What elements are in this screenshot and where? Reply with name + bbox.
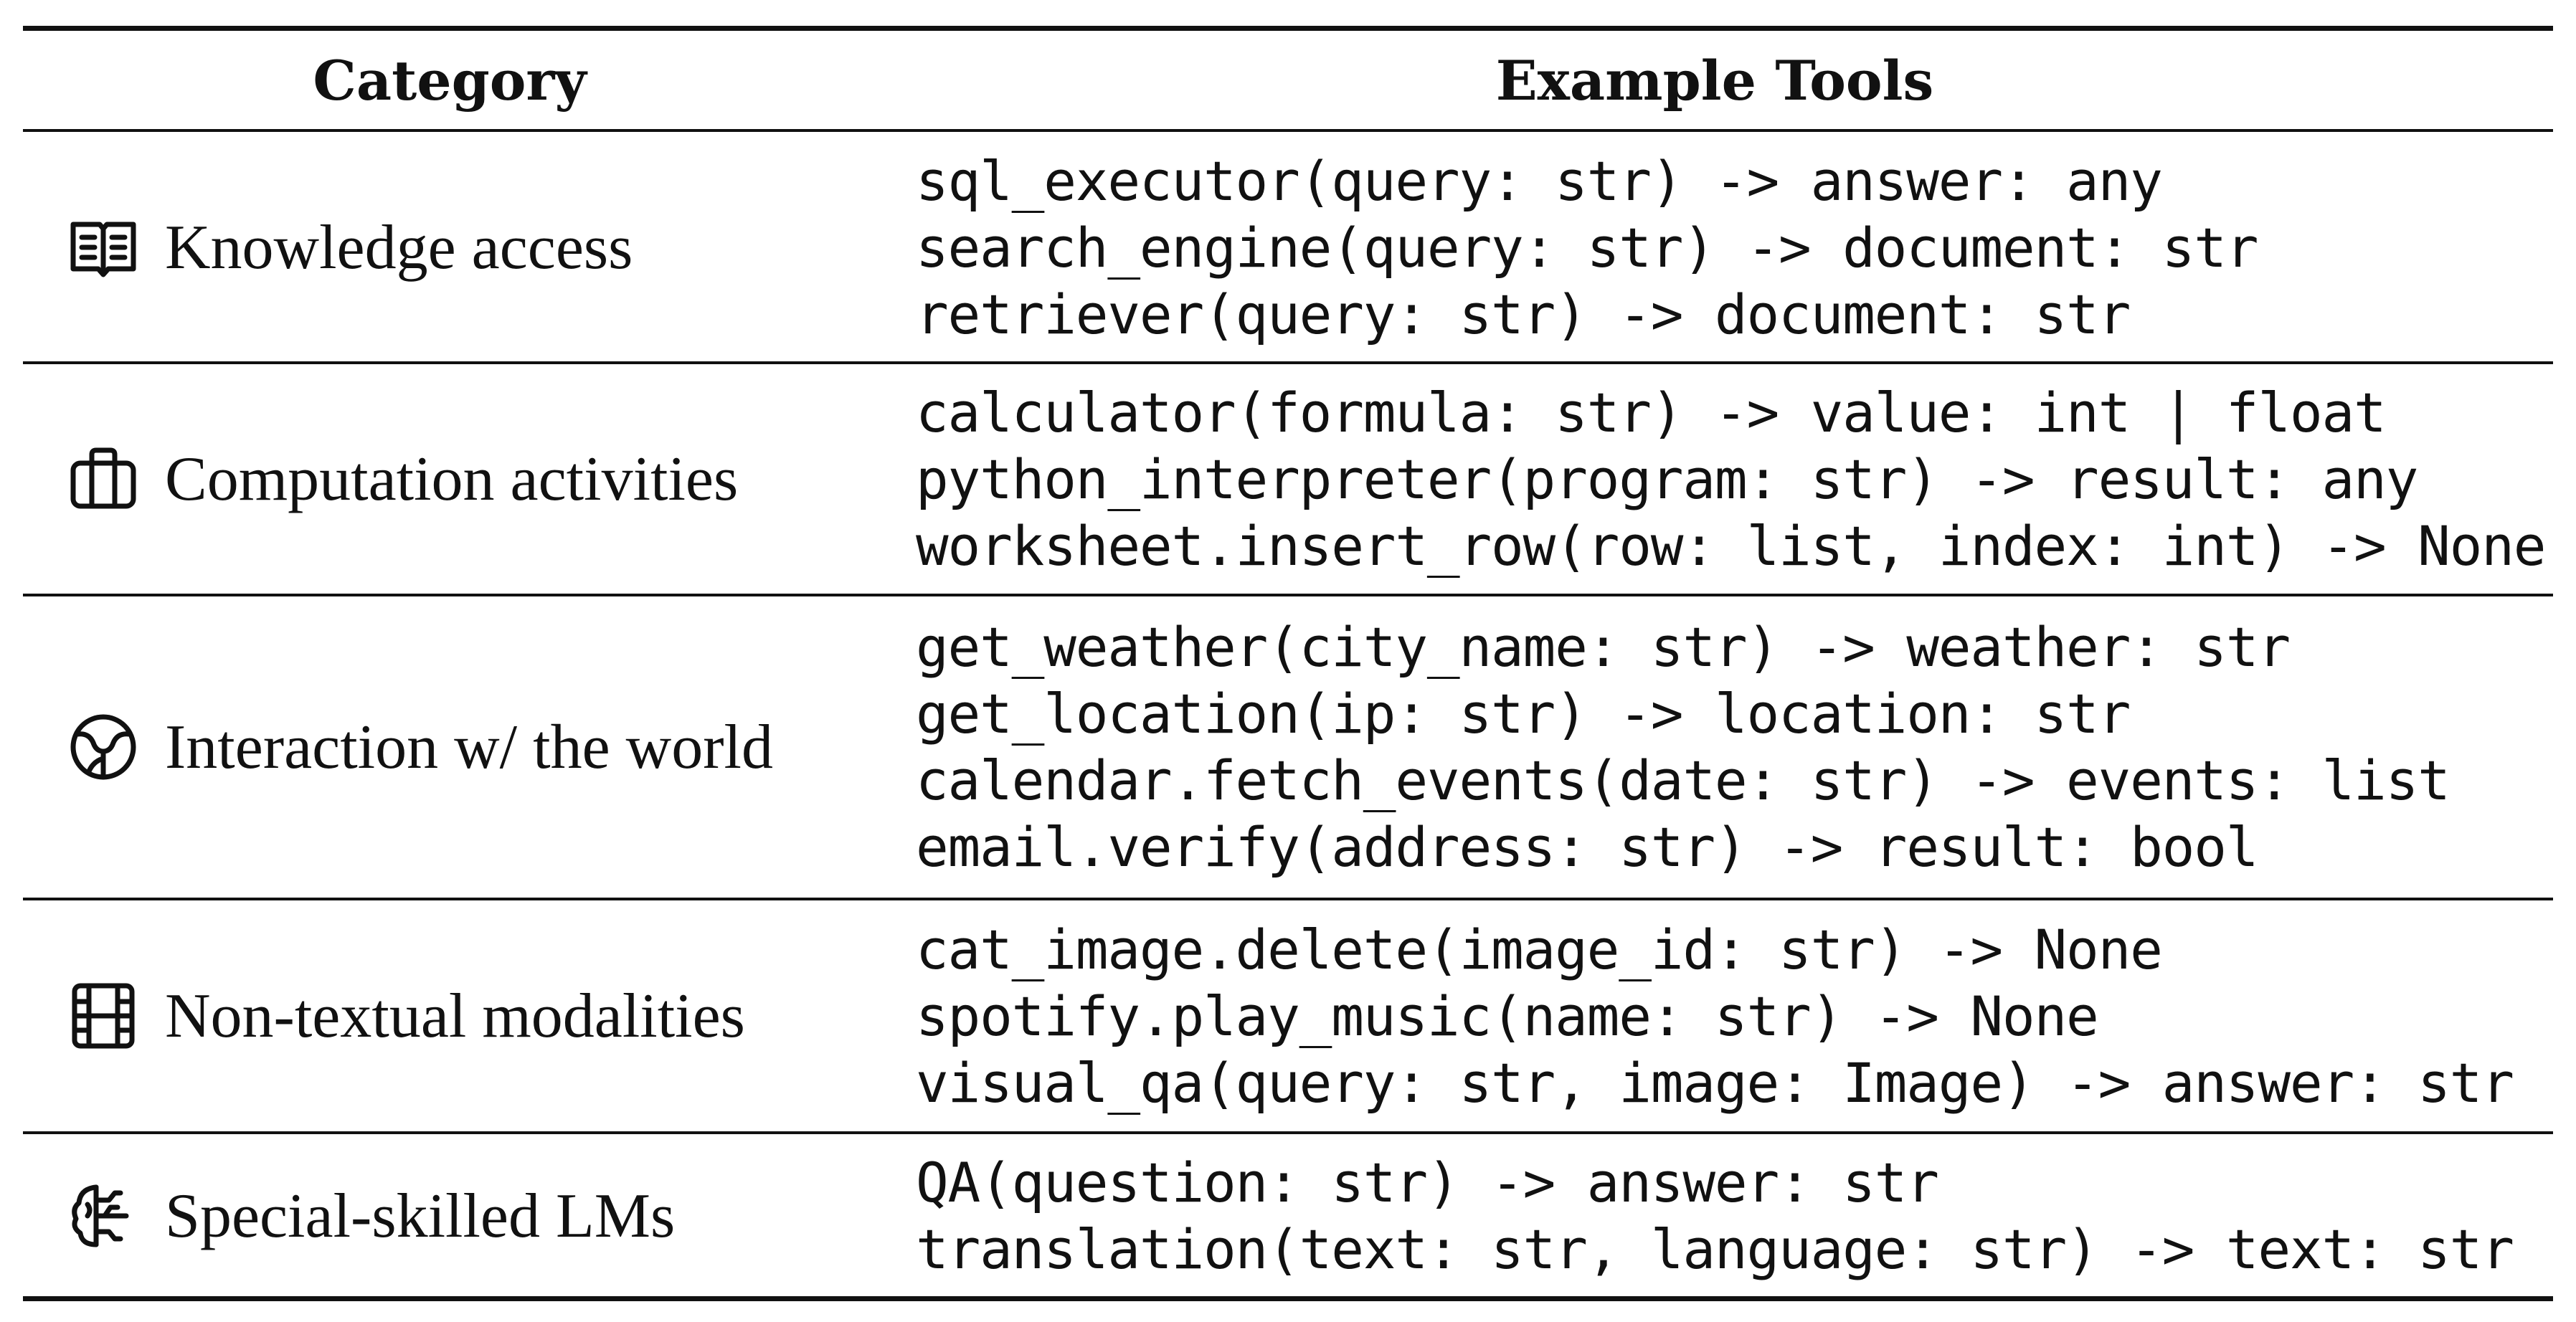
category-cell: Computation activities (66, 364, 738, 594)
table-row: Interaction w/ the world get_weather(cit… (23, 596, 2553, 898)
tool-signature: worksheet.insert_row(row: list, index: i… (916, 513, 2547, 578)
category-cell: Interaction w/ the world (66, 596, 773, 898)
tool-signature: python_interpreter(program: str) -> resu… (916, 447, 2418, 511)
tool-signature: get_location(ip: str) -> location: str (916, 682, 2131, 746)
tool-signature: translation(text: str, language: str) ->… (916, 1217, 2514, 1281)
tool-signature: calculator(formula: str) -> value: int |… (916, 380, 2387, 444)
category-label: Computation activities (165, 444, 739, 514)
tool-signature: email.verify(address: str) -> result: bo… (916, 815, 2259, 879)
tool-signature: calendar.fetch_events(date: str) -> even… (916, 748, 2450, 812)
globe-icon (66, 710, 141, 784)
table-row: Special-skilled LMs QA(question: str) ->… (23, 1134, 2553, 1298)
tools-cell: cat_image.delete(image_id: str) -> None … (916, 900, 2514, 1131)
tool-signature: cat_image.delete(image_id: str) -> None (916, 917, 2163, 981)
tool-signature: sql_executor(query: str) -> answer: any (916, 148, 2163, 213)
header-example-tools: Example Tools (1495, 48, 1934, 113)
tools-cell: get_weather(city_name: str) -> weather: … (916, 596, 2450, 898)
category-label: Knowledge access (165, 212, 633, 282)
table-row: Non-textual modalities cat_image.delete(… (23, 900, 2553, 1131)
book-icon (66, 210, 141, 285)
row-divider (23, 361, 2553, 364)
tools-cell: sql_executor(query: str) -> answer: any … (916, 133, 2259, 361)
tools-cell: calculator(formula: str) -> value: int |… (916, 364, 2547, 594)
row-divider (23, 594, 2553, 596)
tools-cell: QA(question: str) -> answer: str transla… (916, 1134, 2514, 1298)
category-cell: Special-skilled LMs (66, 1134, 675, 1298)
tool-signature: QA(question: str) -> answer: str (916, 1151, 1939, 1214)
category-label: Non-textual modalities (165, 981, 745, 1051)
table-row: Knowledge access sql_executor(query: str… (23, 133, 2553, 361)
briefcase-icon (66, 442, 141, 516)
category-label: Special-skilled LMs (165, 1181, 676, 1251)
header-category: Category (313, 48, 587, 113)
tool-signature: visual_qa(query: str, image: Image) -> a… (916, 1050, 2514, 1115)
category-cell: Non-textual modalities (66, 900, 745, 1131)
table-row: Computation activities calculator(formul… (23, 364, 2553, 594)
row-divider (23, 898, 2553, 900)
tool-signature: spotify.play_music(name: str) -> None (916, 984, 2099, 1048)
tool-signature: search_engine(query: str) -> document: s… (916, 215, 2259, 280)
bottom-rule (23, 1296, 2553, 1301)
tool-signature: get_weather(city_name: str) -> weather: … (916, 615, 2291, 679)
category-cell: Knowledge access (66, 133, 633, 361)
row-divider (23, 1131, 2553, 1134)
top-rule (23, 26, 2553, 31)
header-rule (23, 129, 2553, 132)
brain-icon (66, 1179, 141, 1253)
tool-signature: retriever(query: str) -> document: str (916, 282, 2131, 346)
category-label: Interaction w/ the world (165, 712, 773, 782)
film-icon (66, 979, 141, 1053)
